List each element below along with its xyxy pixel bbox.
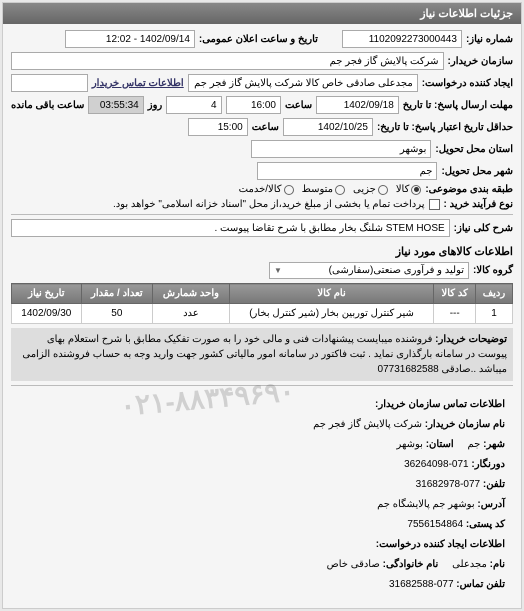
- cell-unit: عدد: [153, 304, 230, 324]
- buyer-contact-value: [11, 74, 88, 92]
- process-checkbox[interactable]: [429, 199, 440, 210]
- c-city-label: شهر:: [483, 439, 505, 450]
- cell-qty: 50: [81, 304, 153, 324]
- city-value: جم: [257, 162, 437, 180]
- c-city: جم: [468, 439, 481, 450]
- city-label: شهر محل تحویل:: [441, 166, 513, 177]
- fax-label: دورنگار:: [471, 459, 505, 470]
- reply-days: 4: [166, 96, 221, 114]
- reply-time-label: ساعت: [285, 100, 312, 111]
- buyer-label: سازمان خریدار:: [448, 56, 513, 67]
- remaining-time: 03:55:34: [88, 96, 143, 114]
- table-row[interactable]: 1 --- شیر کنترل توربین بخار (شیر کنترل ب…: [12, 304, 513, 324]
- th-name: نام کالا: [229, 284, 434, 304]
- contact-phone-value: 077-31682588: [389, 579, 454, 590]
- subject-value: STEM HOSE شلنگ بخار مطابق با شرح تقاضا پ…: [11, 219, 450, 237]
- subject-label: شرح کلی نیاز:: [454, 223, 513, 234]
- province-label: استان محل تحویل:: [435, 144, 513, 155]
- divider: [11, 214, 513, 215]
- validity-label: حداقل تاریخ اعتبار پاسخ: تا تاریخ:: [377, 122, 513, 133]
- note-label: توضیحات خریدار:: [435, 334, 507, 345]
- lname-label: نام خانوادگی:: [383, 559, 439, 570]
- org-value: شرکت پالایش گاز فجر جم: [313, 419, 422, 430]
- table-header-row: ردیف کد کالا نام کالا واحد شمارش تعداد /…: [12, 284, 513, 304]
- radio-khedmat[interactable]: کالا/خدمت: [239, 184, 294, 195]
- validity-time-label: ساعت: [252, 122, 279, 133]
- cell-row: 1: [476, 304, 513, 324]
- name-value: مجدعلی: [452, 559, 487, 570]
- th-unit: واحد شمارش: [153, 284, 230, 304]
- buyer-note: توضیحات خریدار: فروشنده میبایست پیشنهادا…: [11, 328, 513, 381]
- reply-date: 1402/09/18: [316, 96, 399, 114]
- panel-title: جزئیات اطلاعات نیاز: [3, 3, 521, 24]
- province-value: بوشهر: [251, 140, 431, 158]
- chevron-down-icon: ▼: [274, 266, 282, 275]
- group-value: تولید و فرآوری صنعتی(سفارشی): [329, 265, 464, 276]
- th-date: تاریخ نیاز: [12, 284, 82, 304]
- reply-time: 16:00: [226, 96, 281, 114]
- contact-title: اطلاعات تماس سازمان خریدار:: [375, 399, 505, 410]
- process-label: نوع فرآیند خرید :: [444, 199, 513, 210]
- announce-value: 1402/09/14 - 12:02: [65, 30, 195, 48]
- th-row: ردیف: [476, 284, 513, 304]
- contact-section: اطلاعات تماس سازمان خریدار: نام سازمان خ…: [11, 390, 513, 602]
- req-creator-title: اطلاعات ایجاد کننده درخواست:: [376, 539, 505, 550]
- group-combo[interactable]: تولید و فرآوری صنعتی(سفارشی) ▼: [269, 262, 469, 279]
- phone-label: تلفن:: [483, 479, 505, 490]
- address-value: بوشهر جم پالایشگاه جم: [377, 499, 475, 510]
- announce-label: تاریخ و ساعت اعلان عمومی:: [199, 34, 318, 45]
- postal-label: کد پستی:: [466, 519, 505, 530]
- cell-name: شیر کنترل توربین بخار (شیر کنترل بخار): [229, 304, 434, 324]
- c-province-label: استان:: [426, 439, 454, 450]
- fax-value: 071-36264098: [404, 459, 469, 470]
- th-code: کد کالا: [434, 284, 476, 304]
- cell-date: 1402/09/30: [12, 304, 82, 324]
- category-radios: کالا جزیی متوسط کالا/خدمت: [239, 184, 422, 195]
- th-qty: تعداد / مقدار: [81, 284, 153, 304]
- postal-value: 7556154864: [407, 519, 463, 530]
- validity-time: 15:00: [188, 118, 248, 136]
- phone-value: 077-31682978: [416, 479, 481, 490]
- cell-code: ---: [434, 304, 476, 324]
- c-province: بوشهر: [396, 439, 422, 450]
- contact-phone-label: تلفن تماس:: [456, 579, 505, 590]
- goods-section-title: اطلاعات کالاهای مورد نیاز: [11, 241, 513, 262]
- creator-label: ایجاد کننده درخواست:: [422, 78, 513, 89]
- category-label: طبقه بندی موضوعی:: [425, 184, 513, 195]
- request-no-value: 1102092273000443: [342, 30, 462, 48]
- radio-jozi[interactable]: جزیی: [353, 184, 388, 195]
- creator-value: مجدعلی صادقی خاص کالا شرکت پالایش گاز فج…: [188, 74, 418, 92]
- lname-value: صادقی خاص: [327, 559, 380, 570]
- reply-deadline-label: مهلت ارسال پاسخ: تا تاریخ: [403, 100, 513, 111]
- reply-days-label: روز: [148, 100, 163, 111]
- remaining-label: ساعت باقی مانده: [11, 100, 84, 111]
- buyer-value: شرکت پالایش گاز فجر جم: [11, 52, 444, 70]
- address-label: آدرس:: [477, 499, 505, 510]
- validity-date: 1402/10/25: [283, 118, 373, 136]
- radio-medium[interactable]: متوسط: [302, 184, 345, 195]
- divider-2: [11, 385, 513, 386]
- name-label: نام:: [490, 559, 505, 570]
- org-label: نام سازمان خریدار:: [425, 419, 505, 430]
- request-no-label: شماره نیاز:: [466, 34, 513, 45]
- group-label: گروه کالا:: [473, 265, 513, 276]
- goods-table: ردیف کد کالا نام کالا واحد شمارش تعداد /…: [11, 283, 513, 324]
- radio-kala[interactable]: کالا: [396, 184, 422, 195]
- process-note: پرداخت تمام یا بخشی از مبلغ خرید،از محل …: [113, 199, 425, 210]
- buyer-contact-link[interactable]: اطلاعات تماس خریدار: [92, 78, 184, 89]
